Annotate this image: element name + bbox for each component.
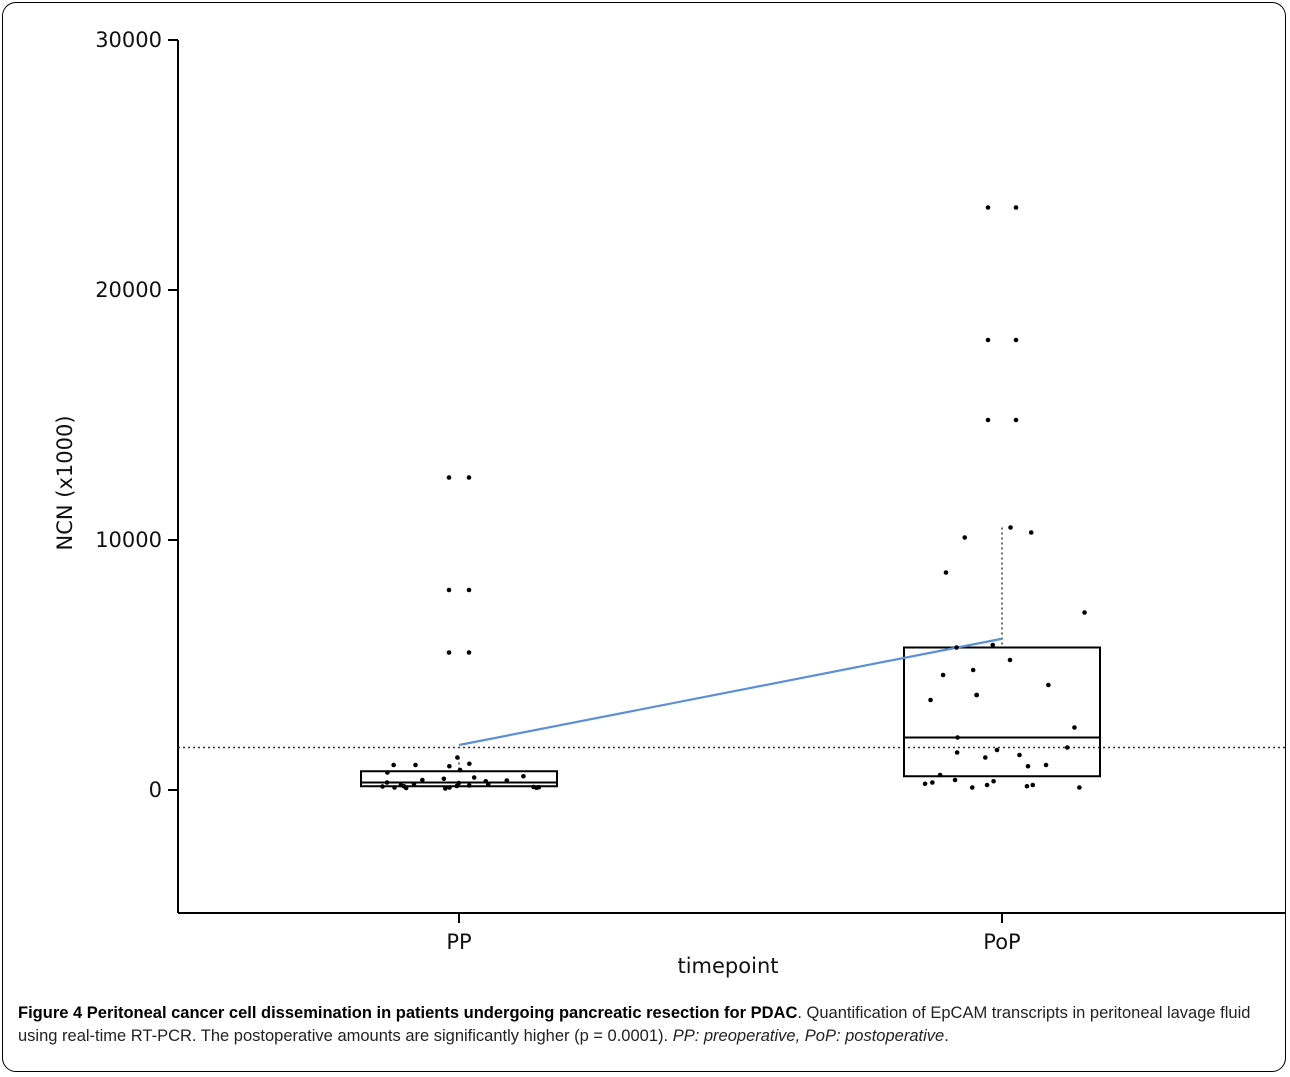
- point-layer: [380, 205, 1087, 791]
- data-point: [937, 772, 943, 778]
- y-tick-label: 0: [149, 778, 162, 802]
- data-point: [1072, 725, 1077, 730]
- y-axis-title: NCN (x1000): [53, 415, 77, 550]
- data-point: [457, 767, 463, 773]
- y-tick-label: 20000: [95, 278, 162, 302]
- data-point: [447, 763, 452, 769]
- data-point: [985, 205, 991, 210]
- data-point: [1065, 745, 1070, 750]
- data-point: [380, 784, 385, 789]
- data-point: [471, 775, 477, 780]
- box-iqr: [903, 646, 1101, 778]
- data-point: [974, 692, 979, 698]
- mean-line-layer: [458, 637, 1003, 747]
- data-point: [466, 783, 472, 788]
- data-point: [446, 587, 452, 593]
- data-point: [930, 780, 935, 785]
- data-point: [1024, 783, 1030, 789]
- data-point: [391, 762, 396, 768]
- axes: [177, 40, 1286, 914]
- data-point: [466, 587, 472, 593]
- data-point: [384, 780, 390, 785]
- data-point: [985, 337, 991, 343]
- caption-text: . Quantification of EpCAM transcripts in…: [18, 1004, 1251, 1045]
- data-point: [994, 747, 1000, 753]
- caption-note: PP: preoperative, PoP: postoperative: [672, 1026, 945, 1045]
- data-point: [1082, 610, 1087, 615]
- data-point: [385, 770, 390, 775]
- data-point: [454, 783, 460, 789]
- data-point: [928, 697, 933, 703]
- data-point: [952, 777, 958, 783]
- data-point: [1030, 782, 1036, 788]
- data-point: [467, 761, 472, 767]
- data-point: [985, 417, 991, 423]
- data-point: [483, 778, 489, 784]
- data-point: [485, 782, 491, 787]
- data-point: [990, 642, 996, 648]
- data-point: [922, 781, 928, 787]
- box-plot-chart: 0 10000 20000 30000 PP PoP timepoint NCN (x10…: [53, 28, 1286, 978]
- caption-title: Figure 4 Peritoneal cancer cell dissemin…: [18, 1004, 798, 1022]
- data-point: [1017, 752, 1022, 758]
- x-tick-label: PoP: [983, 930, 1020, 954]
- data-point: [1013, 417, 1019, 423]
- tick-layer: 0 10000 20000 30000 PP PoP: [95, 28, 1021, 954]
- data-point: [991, 778, 996, 784]
- data-point: [954, 645, 959, 650]
- data-point: [455, 755, 460, 760]
- data-point: [1013, 205, 1019, 210]
- data-point: [466, 475, 472, 480]
- data-point: [970, 667, 976, 673]
- data-point: [955, 735, 960, 740]
- data-point: [1028, 530, 1034, 535]
- data-point: [984, 782, 990, 788]
- data-point: [943, 570, 949, 575]
- data-point: [446, 475, 452, 480]
- y-tick-label: 10000: [95, 528, 162, 552]
- y-tick-label: 30000: [95, 28, 162, 52]
- data-point: [1077, 785, 1082, 790]
- data-point: [420, 777, 425, 783]
- data-point: [1013, 337, 1019, 343]
- data-point: [466, 650, 472, 655]
- data-point: [441, 776, 447, 782]
- data-point: [940, 672, 946, 678]
- data-point: [504, 778, 510, 783]
- data-point: [962, 535, 968, 540]
- data-point: [442, 786, 448, 791]
- data-point: [411, 781, 417, 787]
- data-point: [534, 785, 539, 791]
- data-point: [954, 750, 960, 755]
- data-point: [447, 785, 452, 790]
- data-point: [446, 650, 452, 655]
- data-point: [1008, 525, 1013, 530]
- data-point: [1007, 657, 1013, 663]
- data-point: [969, 785, 975, 790]
- data-point: [982, 755, 988, 760]
- data-point: [413, 762, 418, 768]
- mean-connect-line: [458, 637, 1003, 747]
- data-point: [1046, 682, 1051, 688]
- data-point: [1025, 763, 1031, 769]
- data-point: [521, 773, 526, 779]
- figure-caption: Figure 4 Peritoneal cancer cell dissemin…: [18, 1002, 1276, 1047]
- data-point: [392, 785, 397, 790]
- data-point: [1043, 762, 1049, 768]
- caption-end: .: [944, 1026, 949, 1045]
- x-axis-title: timepoint: [677, 954, 778, 978]
- x-tick-label: PP: [446, 930, 471, 954]
- data-point: [403, 785, 409, 791]
